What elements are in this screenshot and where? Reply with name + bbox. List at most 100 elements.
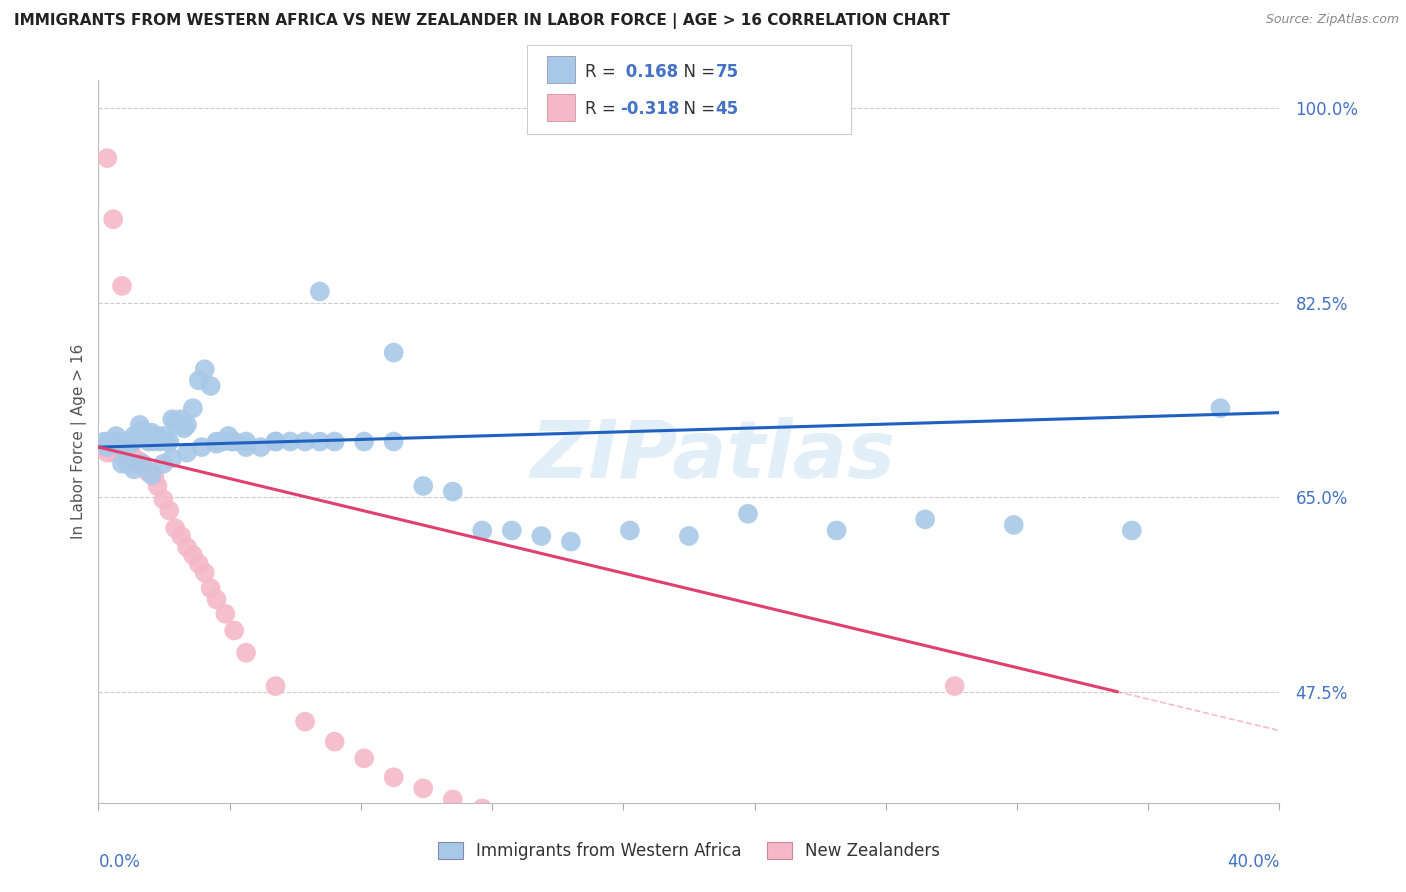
Text: R =: R = bbox=[585, 100, 621, 119]
Point bbox=[737, 507, 759, 521]
Point bbox=[120, 436, 142, 450]
Point bbox=[165, 521, 187, 535]
Point bbox=[96, 445, 118, 459]
Point bbox=[560, 534, 582, 549]
Point bbox=[98, 440, 121, 454]
Point bbox=[200, 581, 222, 595]
Point bbox=[191, 440, 214, 454]
Point bbox=[619, 524, 641, 538]
Point bbox=[120, 448, 142, 462]
Point bbox=[135, 462, 157, 476]
Point bbox=[382, 770, 405, 784]
Point bbox=[162, 451, 183, 466]
Point bbox=[103, 212, 125, 227]
Point bbox=[128, 417, 150, 432]
Point bbox=[132, 457, 155, 471]
Point bbox=[117, 434, 139, 449]
Point bbox=[108, 440, 131, 454]
Point bbox=[353, 434, 375, 449]
Point bbox=[128, 454, 150, 468]
Point bbox=[141, 466, 163, 480]
Point bbox=[93, 434, 115, 449]
Point bbox=[96, 440, 118, 454]
Text: R =: R = bbox=[585, 62, 621, 80]
Point bbox=[170, 529, 193, 543]
Point bbox=[143, 470, 166, 484]
Point bbox=[412, 479, 434, 493]
Point bbox=[132, 424, 155, 438]
Point bbox=[146, 429, 169, 443]
Point bbox=[825, 524, 848, 538]
Point bbox=[138, 434, 160, 449]
Point bbox=[194, 566, 217, 580]
Point bbox=[323, 434, 346, 449]
Point bbox=[122, 450, 145, 464]
Point bbox=[1121, 524, 1143, 538]
Point bbox=[117, 457, 139, 471]
Point bbox=[167, 417, 190, 432]
Point bbox=[224, 434, 246, 449]
Text: N =: N = bbox=[673, 100, 721, 119]
Point bbox=[187, 373, 209, 387]
Text: Source: ZipAtlas.com: Source: ZipAtlas.com bbox=[1265, 13, 1399, 27]
Point bbox=[141, 467, 163, 482]
Point bbox=[294, 714, 316, 729]
Text: 40.0%: 40.0% bbox=[1227, 854, 1279, 871]
Point bbox=[235, 646, 257, 660]
Point bbox=[111, 457, 134, 471]
Point bbox=[111, 448, 134, 462]
Point bbox=[165, 415, 187, 429]
Point bbox=[205, 434, 228, 449]
Point bbox=[157, 434, 180, 449]
Point bbox=[1002, 517, 1025, 532]
Point bbox=[678, 529, 700, 543]
Point bbox=[152, 457, 174, 471]
Point bbox=[441, 792, 464, 806]
Point bbox=[224, 624, 246, 638]
Text: 45: 45 bbox=[716, 100, 738, 119]
Point bbox=[205, 592, 228, 607]
Point bbox=[143, 434, 166, 449]
Point bbox=[108, 434, 131, 449]
Point bbox=[250, 440, 273, 454]
Point bbox=[471, 801, 494, 815]
Point bbox=[152, 492, 174, 507]
Point bbox=[217, 429, 239, 443]
Point bbox=[117, 445, 139, 459]
Point bbox=[138, 466, 160, 480]
Point bbox=[353, 751, 375, 765]
Point bbox=[187, 557, 209, 571]
Point bbox=[103, 445, 125, 459]
Y-axis label: In Labor Force | Age > 16: In Labor Force | Age > 16 bbox=[72, 344, 87, 539]
Point bbox=[176, 445, 198, 459]
Point bbox=[412, 781, 434, 796]
Point bbox=[221, 434, 243, 449]
Point bbox=[173, 421, 195, 435]
Point bbox=[235, 440, 257, 454]
Point bbox=[122, 429, 145, 443]
Point bbox=[214, 607, 236, 621]
Point bbox=[264, 679, 287, 693]
Point bbox=[149, 434, 172, 449]
Point bbox=[141, 425, 163, 440]
Point bbox=[200, 379, 222, 393]
Point bbox=[176, 417, 198, 432]
Point bbox=[103, 436, 125, 450]
Point bbox=[194, 362, 217, 376]
Point bbox=[211, 434, 233, 449]
Point bbox=[264, 434, 287, 449]
Point bbox=[93, 440, 115, 454]
Point bbox=[152, 429, 174, 443]
Point bbox=[914, 512, 936, 526]
Point bbox=[135, 429, 157, 443]
Point bbox=[181, 548, 204, 562]
Point bbox=[235, 434, 257, 449]
Point bbox=[294, 434, 316, 449]
Point bbox=[530, 529, 553, 543]
Point bbox=[382, 345, 405, 359]
Point bbox=[96, 151, 118, 165]
Point bbox=[125, 433, 148, 447]
Point bbox=[176, 540, 198, 554]
Text: N =: N = bbox=[673, 62, 721, 80]
Point bbox=[501, 524, 523, 538]
